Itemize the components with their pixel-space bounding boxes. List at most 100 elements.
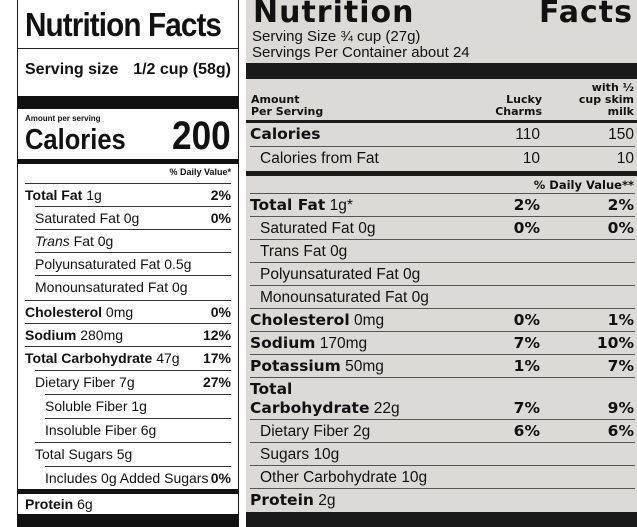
value-cereal: 1% — [513, 357, 540, 375]
nutrition-label-right: Nutrition Facts Serving Size ¾ cup (27g)… — [246, 0, 637, 527]
value-with-milk: 0% — [607, 219, 634, 237]
row-name: Sodium — [250, 334, 316, 352]
nutrient-row-soluble-fiber: Soluble Fiber 1g — [45, 394, 231, 417]
daily-value-header: % Daily Value* — [169, 167, 231, 177]
row-name: Polyunsaturated Fat — [260, 266, 399, 283]
nutrient-name: Sodium — [25, 327, 77, 343]
col2-header-line: cup skim — [578, 93, 634, 106]
title-word-2: Facts — [539, 0, 633, 30]
col2-header-line: with ½ — [591, 81, 634, 94]
row-amount: 0mg — [353, 312, 385, 329]
nutrition-label-left: Nutrition Facts Serving size 1/2 cup (58… — [17, 0, 239, 527]
value-with-milk: 1% — [607, 311, 634, 329]
row-name: Monounsaturated Fat — [260, 289, 408, 306]
value-cereal: 7% — [513, 334, 540, 352]
nutrient-row-insoluble-fiber: Insoluble Fiber 6g — [45, 418, 231, 441]
row-amount: 22g — [373, 400, 400, 417]
nutrient-name-suffix: Fat — [73, 233, 94, 249]
nutrient-name: Saturated Fat — [35, 210, 120, 226]
nutrient-dv: 12% — [202, 327, 231, 343]
row-amount: 0g — [403, 266, 421, 283]
divider-medium — [18, 159, 238, 164]
nutrient-dv: 0% — [210, 304, 231, 320]
row-name: Total — [250, 380, 293, 398]
divider-thick — [246, 63, 637, 79]
nutrient-amount: 7g — [119, 374, 135, 390]
row-calories: Calories 110 150 — [250, 123, 635, 146]
nutrient-name: Total Carbohydrate — [25, 350, 153, 366]
value-cereal: 10 — [522, 150, 540, 167]
divider-thick — [18, 514, 238, 527]
serving-size-label: Serving size — [25, 61, 119, 78]
serving-size-row: Serving size 1/2 cup (58g) — [25, 58, 231, 82]
row-amount: 0g — [358, 220, 376, 237]
nutrient-name: Soluble Fiber — [45, 398, 128, 414]
nutrient-row-trans-fat: Trans Fat 0g — [35, 229, 231, 252]
nutrient-name: Cholesterol — [25, 304, 103, 320]
amount-header-line: Amount — [251, 93, 300, 106]
nutrient-row-total-sugars: Total Sugars 5g — [35, 442, 231, 465]
nutrient-row-saturated-fat: Saturated Fat 0g 0% — [35, 206, 231, 229]
value-with-milk: 10 — [616, 150, 634, 167]
value-cereal: 6% — [513, 422, 540, 440]
nutrient-amount: 1g — [86, 187, 102, 203]
row-total-carbohydrate: Total Carbohydrate 22g 7% 9% — [250, 377, 635, 419]
row-name: Sugars — [260, 446, 310, 463]
amount-header-line: Per Serving — [251, 105, 324, 118]
value-cereal: 0% — [513, 219, 540, 237]
value-cereal: 7% — [513, 399, 540, 417]
nutrient-name: Insoluble Fiber — [45, 422, 137, 438]
row-name: Saturated Fat — [260, 220, 354, 237]
row-amount: 0g — [411, 289, 429, 306]
nutrient-dv: 2% — [210, 187, 231, 203]
row-name: Cholesterol — [250, 311, 350, 329]
row-saturated-fat: Saturated Fat 0g 0% 0% — [250, 216, 635, 240]
servings-per-container: Servings Per Container about 24 — [252, 44, 470, 61]
row-polyunsaturated-fat: Polyunsaturated Fat 0g — [250, 262, 635, 286]
row-sodium: Sodium 170mg 7% 10% — [250, 331, 635, 355]
row-potassium: Potassium 50mg 1% 7% — [250, 354, 635, 378]
divider-thick — [18, 96, 238, 109]
divider-medium — [246, 120, 637, 123]
divider-medium — [246, 171, 637, 176]
nutrient-amount: 0g — [97, 233, 114, 249]
row-name: Potassium — [250, 357, 341, 375]
nutrient-row-cholesterol: Cholesterol 0mg 0% — [25, 300, 231, 323]
row-amount: 10g — [313, 446, 340, 463]
nutrient-amount: 0g Added Sugars — [101, 470, 209, 486]
row-name: Calories from Fat — [260, 150, 379, 167]
row-monounsaturated-fat: Monounsaturated Fat 0g — [250, 285, 635, 309]
row-amount: 50mg — [345, 358, 384, 375]
row-amount: 170mg — [319, 335, 368, 352]
nutrient-name: Polyunsaturated Fat — [35, 256, 161, 272]
nutrient-row-added-sugars: Includes 0g Added Sugars 0% — [45, 466, 231, 489]
divider-medium — [18, 489, 238, 494]
nutrient-row-total-fat: Total Fat 1g 2% — [25, 183, 231, 206]
value-with-milk: 7% — [607, 357, 634, 375]
row-name: Calories — [250, 125, 321, 143]
nutrient-amount: 47g — [156, 350, 180, 366]
row-trans-fat: Trans Fat 0g — [250, 239, 635, 263]
row-sugars: Sugars 10g — [250, 442, 635, 466]
nutrient-amount: 6g — [140, 422, 157, 438]
divider-thick — [246, 512, 637, 527]
row-name: Dietary Fiber — [260, 423, 349, 440]
title-word-1: Nutrition — [253, 0, 415, 30]
nutrient-row-sodium: Sodium 280mg 12% — [25, 323, 231, 346]
row-total-fat: Total Fat 1g* 2% 2% — [250, 193, 635, 217]
daily-value-header: % Daily Value** — [533, 178, 634, 192]
label-title: Nutrition Facts — [25, 6, 222, 43]
nutrient-name: Dietary Fiber — [35, 374, 116, 390]
value-cereal: 110 — [515, 126, 540, 143]
col2-header-line: milk — [607, 105, 634, 118]
nutrient-name: Monounsaturated Fat — [35, 279, 169, 295]
row-amount: 2g — [318, 492, 336, 509]
nutrient-name: Total Fat — [25, 187, 83, 203]
nutrient-row-total-carbohydrate: Total Carbohydrate 47g 17% — [25, 346, 231, 369]
col1-header-line: Charms — [495, 105, 542, 118]
col1-header-line: Lucky — [506, 93, 542, 106]
nutrient-amount: 280mg — [80, 327, 124, 343]
nutrient-amount: 0mg — [105, 304, 134, 320]
nutrient-dv: 0% — [210, 470, 231, 486]
nutrient-dv: 17% — [202, 350, 231, 366]
